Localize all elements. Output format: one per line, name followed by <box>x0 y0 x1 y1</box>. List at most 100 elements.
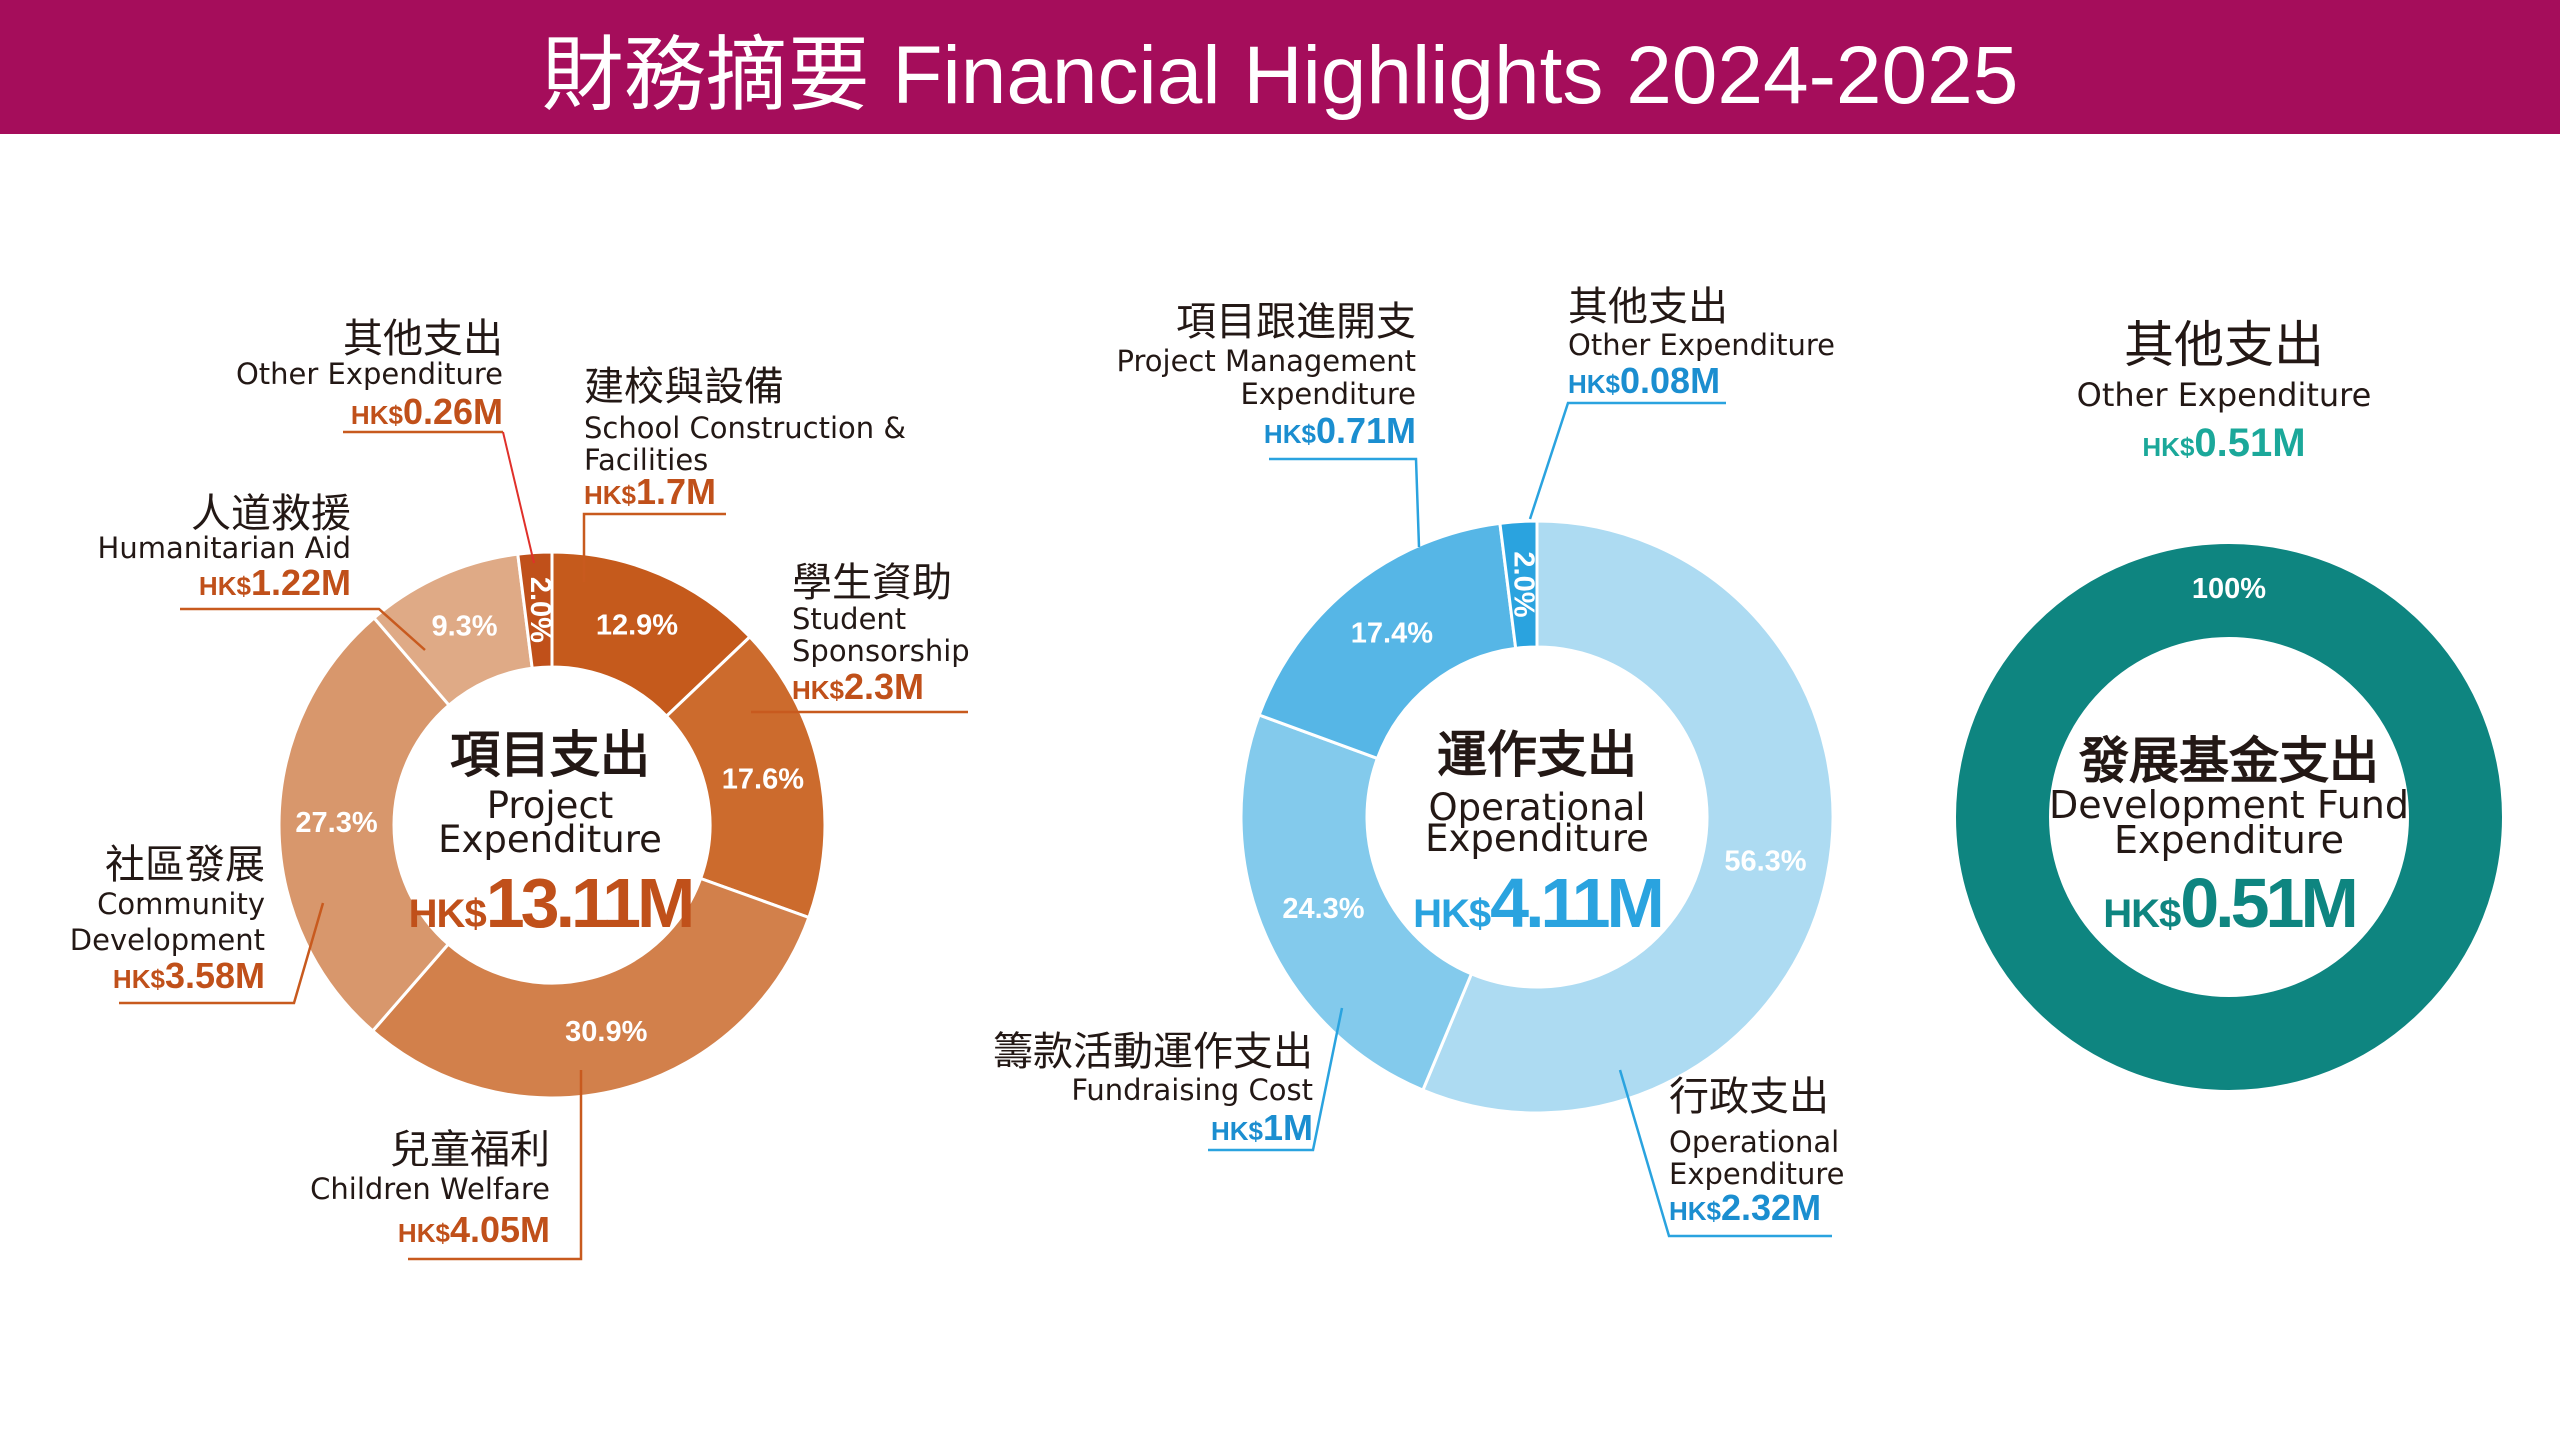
label-text: HK$1.7M <box>584 471 716 512</box>
operational-expenditure-donut: 56.3% 24.3% 17.4% 2.0% <box>1239 519 1835 1115</box>
label-text: HK$1.22M <box>199 562 351 603</box>
label-text: Facilities <box>584 443 708 477</box>
label-text: HK$ <box>1211 1116 1264 1146</box>
leader-line <box>502 431 535 564</box>
label-text: Humanitarian Aid <box>98 531 351 565</box>
slice-percent-label: 24.3% <box>1282 893 1364 925</box>
donut-slice <box>1956 544 2502 1090</box>
label-text: HK$ <box>398 1218 451 1248</box>
center-project: 項目支出 Project Expenditure HK$13.11M <box>409 726 696 942</box>
development-fund-donut: 100% <box>1956 544 2502 1090</box>
donut-slice <box>516 550 554 670</box>
label-text: HK$3.58M <box>113 955 265 996</box>
donut-slice <box>1420 519 1835 1115</box>
slice-percent-label: 100% <box>2192 573 2266 605</box>
label-text: 0.51M <box>2194 421 2305 465</box>
label-school-construction: 建校與設備 School Construction & Facilities H… <box>584 364 906 512</box>
page-title: 財務摘要 Financial Highlights 2024-2025 <box>0 0 2560 134</box>
slice-percent-label: 9.3% <box>431 611 497 643</box>
label-text: Student <box>792 602 906 636</box>
label-text: 1.7M <box>636 471 716 512</box>
label-text: HK$ <box>1669 1196 1722 1226</box>
slice-percent-label: 12.9% <box>596 610 678 642</box>
leader-line <box>180 607 426 651</box>
label-text: 4.05M <box>450 1209 550 1250</box>
label-text: Community <box>97 887 265 921</box>
label-text: HK$2.32M <box>1669 1187 1821 1228</box>
label-text: HK$0.08M <box>1568 360 1720 401</box>
label-text: 其他支出 <box>1568 284 1728 330</box>
label-text: Other Expenditure <box>2077 376 2372 414</box>
label-text: Operational <box>1428 786 1645 829</box>
label-project-management: 項目跟進開支 Project Management Expenditure HK… <box>1117 299 1416 451</box>
label-text: 兒童福利 <box>390 1127 550 1173</box>
label-text: 運作支出 <box>1437 726 1637 784</box>
leader-line <box>1269 457 1421 548</box>
label-text: HK$0.26M <box>351 391 503 432</box>
label-text: Expenditure <box>1669 1157 1844 1191</box>
label-text: Expenditure <box>1425 817 1649 860</box>
label-student-sponsorship: 學生資助 Student Sponsorship HK$2.3M <box>792 560 970 707</box>
donut-slice <box>277 615 452 1034</box>
label-text: 籌款活動運作支出 <box>993 1029 1313 1075</box>
label-text: 其他支出 <box>343 316 503 362</box>
label-text: Development Fund <box>2049 783 2409 827</box>
label-text: School Construction & <box>584 411 906 445</box>
project-expenditure-donut: 12.9% 17.6% 30.9% 27.3% 9.3% 2.0% <box>277 550 827 1100</box>
label-text: 其他支出 <box>2124 316 2324 374</box>
label-text: HK$ <box>409 892 487 936</box>
label-text: 13.11M <box>486 864 692 942</box>
label-text: HK$ <box>2142 432 2195 462</box>
slice-percent-label: 30.9% <box>565 1016 647 1048</box>
label-children-welfare: 兒童福利 Children Welfare HK$4.05M <box>310 1127 550 1250</box>
label-text: 學生資助 <box>792 560 952 606</box>
label-text: HK$ <box>113 964 166 994</box>
center-development-fund: 發展基金支出 Development Fund Expenditure HK$0… <box>2049 732 2409 942</box>
leader-line <box>119 902 325 1005</box>
slice-percent-label: 17.6% <box>722 763 804 795</box>
leader-line <box>1618 1069 1832 1238</box>
label-text: Other Expenditure <box>236 357 503 391</box>
label-text: HK$ <box>199 571 252 601</box>
label-text: 社區發展 <box>105 842 265 888</box>
label-text: Development <box>70 923 265 957</box>
label-other-expenditure: 其他支出 Other Expenditure HK$0.26M <box>236 316 503 432</box>
label-text: 3.58M <box>165 955 265 996</box>
slice-percent-label: 17.4% <box>1351 617 1433 649</box>
label-dev-fund-other: 其他支出 Other Expenditure HK$0.51M <box>2077 316 2372 465</box>
label-text: Fundraising Cost <box>1071 1073 1313 1107</box>
leader-lines-project <box>119 430 968 1261</box>
label-text: HK$0.71M <box>1264 410 1416 451</box>
leader-line <box>1528 401 1726 520</box>
slice-percent-label: 27.3% <box>295 807 377 839</box>
label-text: 2.32M <box>1721 1187 1821 1228</box>
label-text: 建校與設備 <box>584 364 784 410</box>
label-humanitarian-aid: 人道救援 Humanitarian Aid HK$1.22M <box>98 491 351 603</box>
label-text: HK$2.3M <box>792 666 924 707</box>
label-community-development: 社區發展 Community Development HK$3.58M <box>70 842 265 996</box>
label-text: 0.26M <box>403 391 503 432</box>
label-text: HK$ <box>1568 369 1621 399</box>
label-text: 行政支出 <box>1669 1074 1829 1120</box>
donut-slice <box>370 876 811 1100</box>
donut-slice <box>1257 521 1518 761</box>
label-text: HK$13.11M <box>409 864 692 942</box>
label-text: 發展基金支出 <box>2078 732 2379 790</box>
label-text: HK$0.51M <box>2103 864 2355 942</box>
label-text: Sponsorship <box>792 634 970 668</box>
label-text: Other Expenditure <box>1568 328 1835 362</box>
label-text: 0.51M <box>2180 864 2355 942</box>
label-text: Project Management <box>1117 344 1416 378</box>
label-text: 項目支出 <box>450 726 650 784</box>
label-text: Children Welfare <box>310 1172 550 1206</box>
label-text: 4.11M <box>1490 864 1661 942</box>
label-fundraising-cost: 籌款活動運作支出 Fundraising Cost HK$1M <box>993 1029 1313 1148</box>
label-text: Expenditure <box>1241 377 1416 411</box>
donut-slice <box>1239 713 1474 1093</box>
label-text: HK$4.05M <box>398 1209 550 1250</box>
slice-percent-label: 56.3% <box>1724 845 1806 877</box>
label-text: Project <box>487 784 614 827</box>
label-text: HK$0.51M <box>2142 421 2305 465</box>
label-text: HK$ <box>1413 892 1491 936</box>
